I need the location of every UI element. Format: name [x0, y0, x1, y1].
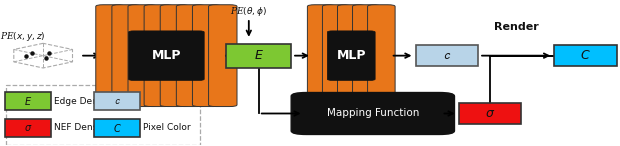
Text: Edge Densities: Edge Densities	[53, 97, 122, 106]
FancyBboxPatch shape	[112, 5, 140, 107]
FancyBboxPatch shape	[128, 31, 204, 80]
FancyBboxPatch shape	[94, 92, 140, 110]
FancyBboxPatch shape	[291, 93, 454, 134]
Text: $E$: $E$	[254, 49, 264, 62]
Text: Gray Values: Gray Values	[143, 97, 197, 106]
FancyBboxPatch shape	[353, 5, 380, 107]
Text: $\mathcal{c}$: $\mathcal{c}$	[113, 96, 120, 106]
FancyBboxPatch shape	[208, 5, 237, 107]
FancyBboxPatch shape	[95, 5, 124, 107]
Text: Pixel Color: Pixel Color	[143, 124, 190, 132]
FancyBboxPatch shape	[554, 45, 616, 66]
Text: PE$(x, y, z)$: PE$(x, y, z)$	[0, 30, 46, 43]
Text: $\mathcal{c}$: $\mathcal{c}$	[443, 49, 451, 62]
FancyBboxPatch shape	[5, 92, 51, 110]
Text: Mapping Function: Mapping Function	[327, 108, 419, 119]
FancyBboxPatch shape	[415, 45, 478, 66]
Text: $C$: $C$	[113, 122, 122, 134]
Text: $\sigma$: $\sigma$	[24, 123, 32, 133]
FancyBboxPatch shape	[5, 119, 51, 137]
FancyBboxPatch shape	[308, 5, 335, 107]
Text: $\sigma$: $\sigma$	[485, 107, 495, 120]
Text: MLP: MLP	[152, 49, 181, 62]
FancyBboxPatch shape	[459, 103, 521, 124]
Text: $C$: $C$	[580, 49, 591, 62]
FancyBboxPatch shape	[176, 5, 205, 107]
FancyBboxPatch shape	[327, 31, 375, 80]
FancyBboxPatch shape	[128, 5, 156, 107]
Text: PE$(\theta, \phi)$: PE$(\theta, \phi)$	[230, 5, 267, 18]
FancyBboxPatch shape	[226, 44, 291, 68]
FancyBboxPatch shape	[94, 119, 140, 137]
FancyBboxPatch shape	[160, 5, 188, 107]
Text: MLP: MLP	[337, 49, 366, 62]
Polygon shape	[14, 43, 73, 68]
FancyBboxPatch shape	[322, 5, 350, 107]
FancyBboxPatch shape	[144, 5, 172, 107]
FancyBboxPatch shape	[337, 5, 365, 107]
Text: Render: Render	[494, 22, 538, 32]
FancyBboxPatch shape	[192, 5, 221, 107]
FancyBboxPatch shape	[368, 5, 395, 107]
Text: $E$: $E$	[24, 95, 32, 107]
Text: NEF Densities: NEF Densities	[53, 124, 116, 132]
